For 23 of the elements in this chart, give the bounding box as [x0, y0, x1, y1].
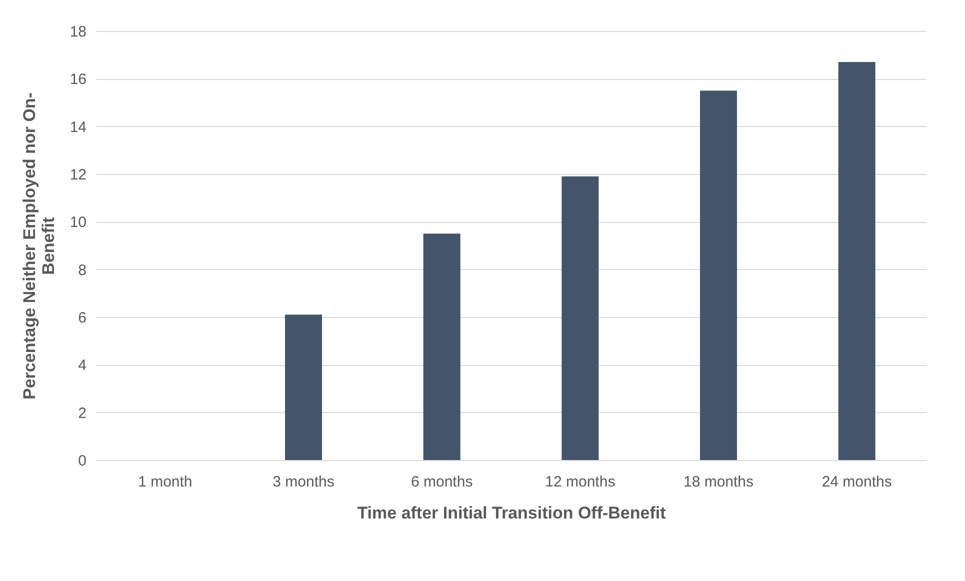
- y-tick-label: 2: [78, 404, 86, 422]
- bar: [562, 176, 599, 460]
- bar: [700, 90, 737, 460]
- x-tick-label: 3 months: [272, 474, 334, 490]
- x-tick-label: 12 months: [545, 474, 616, 490]
- y-tick-label: 12: [70, 166, 86, 184]
- bar: [285, 314, 322, 460]
- x-axis-title: Time after Initial Transition Off-Benefit: [357, 504, 666, 522]
- y-tick-label: 14: [70, 118, 86, 136]
- y-tick-label: 10: [70, 214, 86, 232]
- y-tick-label: 18: [70, 24, 86, 40]
- y-tick-label: 16: [70, 71, 86, 88]
- x-tick-label: 18 months: [683, 474, 754, 490]
- y-tick-label: 0: [78, 452, 86, 470]
- y-tick-label: 4: [78, 357, 86, 374]
- y-tick-label: 6: [78, 310, 86, 326]
- x-tick-label: 1 month: [138, 474, 192, 490]
- y-axis-title: Percentage Neither Employed nor On-Benefit: [20, 92, 58, 400]
- bar: [423, 234, 460, 460]
- bar: [838, 62, 876, 460]
- x-tick-label: 6 months: [410, 474, 473, 490]
- x-tick-label: 24 months: [822, 474, 892, 490]
- y-tick-label: 8: [78, 262, 86, 279]
